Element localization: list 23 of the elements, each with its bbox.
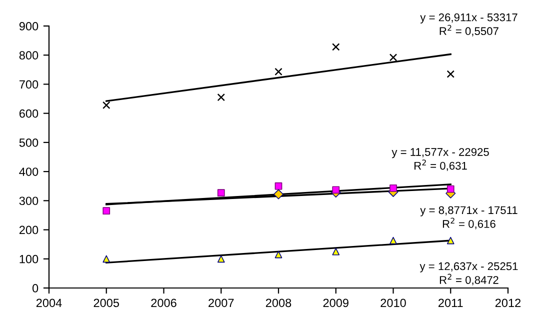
x-tick-label: 2008 bbox=[266, 298, 292, 308]
y-tick-label: 300 bbox=[19, 196, 38, 206]
y-tick-label: 0 bbox=[32, 284, 38, 292]
y-tick-label: 200 bbox=[19, 226, 38, 234]
y-tick-label: 600 bbox=[19, 109, 38, 118]
x-tick-label: 2007 bbox=[208, 298, 234, 308]
y-tick-label: 100 bbox=[20, 254, 38, 264]
annotation: y = 11,577x - 22925 R$^{2}$ = 0,631 bbox=[392, 148, 489, 172]
annotation: y = 8,8771x - 17511 R$^{2}$ = 0,616 bbox=[420, 206, 518, 230]
y-tick-label: 700 bbox=[19, 80, 38, 89]
y-tick-label: 400 bbox=[19, 168, 38, 176]
annotation: y = 12,637x - 25251 R$^{2}$ = 0,8472 bbox=[420, 262, 518, 286]
y-tick-label: 900 bbox=[19, 22, 38, 30]
y-tick-label: 800 bbox=[19, 51, 38, 60]
x-tick-label: 2006 bbox=[151, 298, 176, 308]
x-tick-label: 2010 bbox=[380, 298, 406, 308]
x-tick-label: 2009 bbox=[323, 298, 348, 308]
x-tick-label: 2012 bbox=[495, 298, 521, 308]
x-tick-label: 2011 bbox=[438, 298, 463, 308]
annotation: y = 26,911x - 53317 R$^{2}$ = 0,5507 bbox=[420, 13, 518, 36]
x-tick-label: 2005 bbox=[94, 298, 120, 308]
x-tick-label: 2004 bbox=[36, 298, 62, 308]
y-tick-label: 500 bbox=[19, 138, 38, 147]
